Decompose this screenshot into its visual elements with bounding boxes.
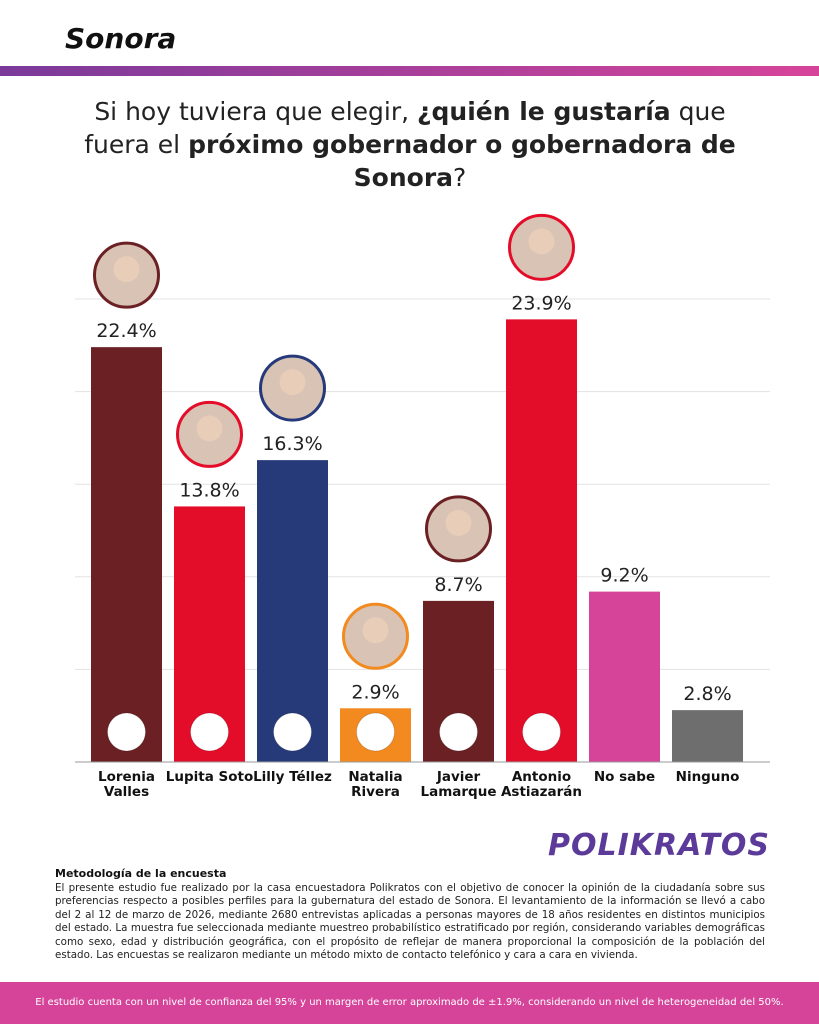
bar — [589, 591, 660, 762]
question: Si hoy tuviera que elegir, ¿quién le gus… — [80, 95, 740, 194]
footer: El estudio cuenta con un nivel de confia… — [0, 982, 819, 1024]
x-tick-label: No sabe — [593, 769, 656, 785]
photo-face — [362, 617, 389, 644]
question-part: Si hoy tuviera que elegir, — [94, 97, 418, 126]
methodology-text: El presente estudio fue realizado por la… — [55, 882, 765, 962]
party-logo — [190, 712, 229, 752]
photo-face — [113, 256, 140, 283]
value-label: 2.8% — [683, 683, 731, 705]
gradient-bar — [0, 66, 819, 76]
bar — [257, 460, 328, 762]
value-label: 9.2% — [600, 565, 648, 587]
party-logo — [522, 712, 561, 752]
party-logo — [107, 712, 146, 752]
bar — [91, 347, 162, 762]
bar — [506, 319, 577, 762]
value-label: 16.3% — [262, 433, 322, 455]
question-part: ¿quién le gustaría — [417, 97, 671, 126]
party-logo — [273, 712, 312, 752]
question-part: ? — [453, 163, 467, 192]
x-tick-label: Antonio Astiazarán — [500, 769, 583, 800]
x-tick-label: Lupita Soto — [165, 769, 254, 785]
photo-face — [445, 509, 472, 536]
x-tick-label: Natalia Rivera — [348, 769, 403, 800]
logo: POLIKRATOS — [548, 828, 771, 863]
x-tick-label: Ninguno — [675, 769, 740, 785]
bar — [672, 710, 743, 762]
methodology-title: Metodología de la encuesta — [55, 867, 227, 880]
x-tick-label: Lilly Téllez — [253, 769, 332, 785]
x-tick-label: Javier Lamarque — [420, 769, 497, 800]
value-label: 23.9% — [511, 292, 571, 314]
question-part: que fuera el — [84, 97, 726, 159]
party-logo — [356, 712, 395, 752]
value-label: 2.9% — [351, 681, 399, 703]
brand: Sonora — [65, 22, 177, 55]
photo-face — [528, 228, 555, 255]
x-tick-label: Lorenia Valles — [97, 769, 156, 800]
photo-face — [196, 415, 223, 442]
question-part: próximo gobernador o gobernadora de Sono… — [188, 130, 736, 192]
party-logo — [439, 712, 478, 752]
value-label: 13.8% — [179, 479, 239, 501]
photo-face — [279, 369, 306, 396]
value-label: 22.4% — [96, 320, 156, 342]
value-label: 8.7% — [434, 574, 482, 596]
